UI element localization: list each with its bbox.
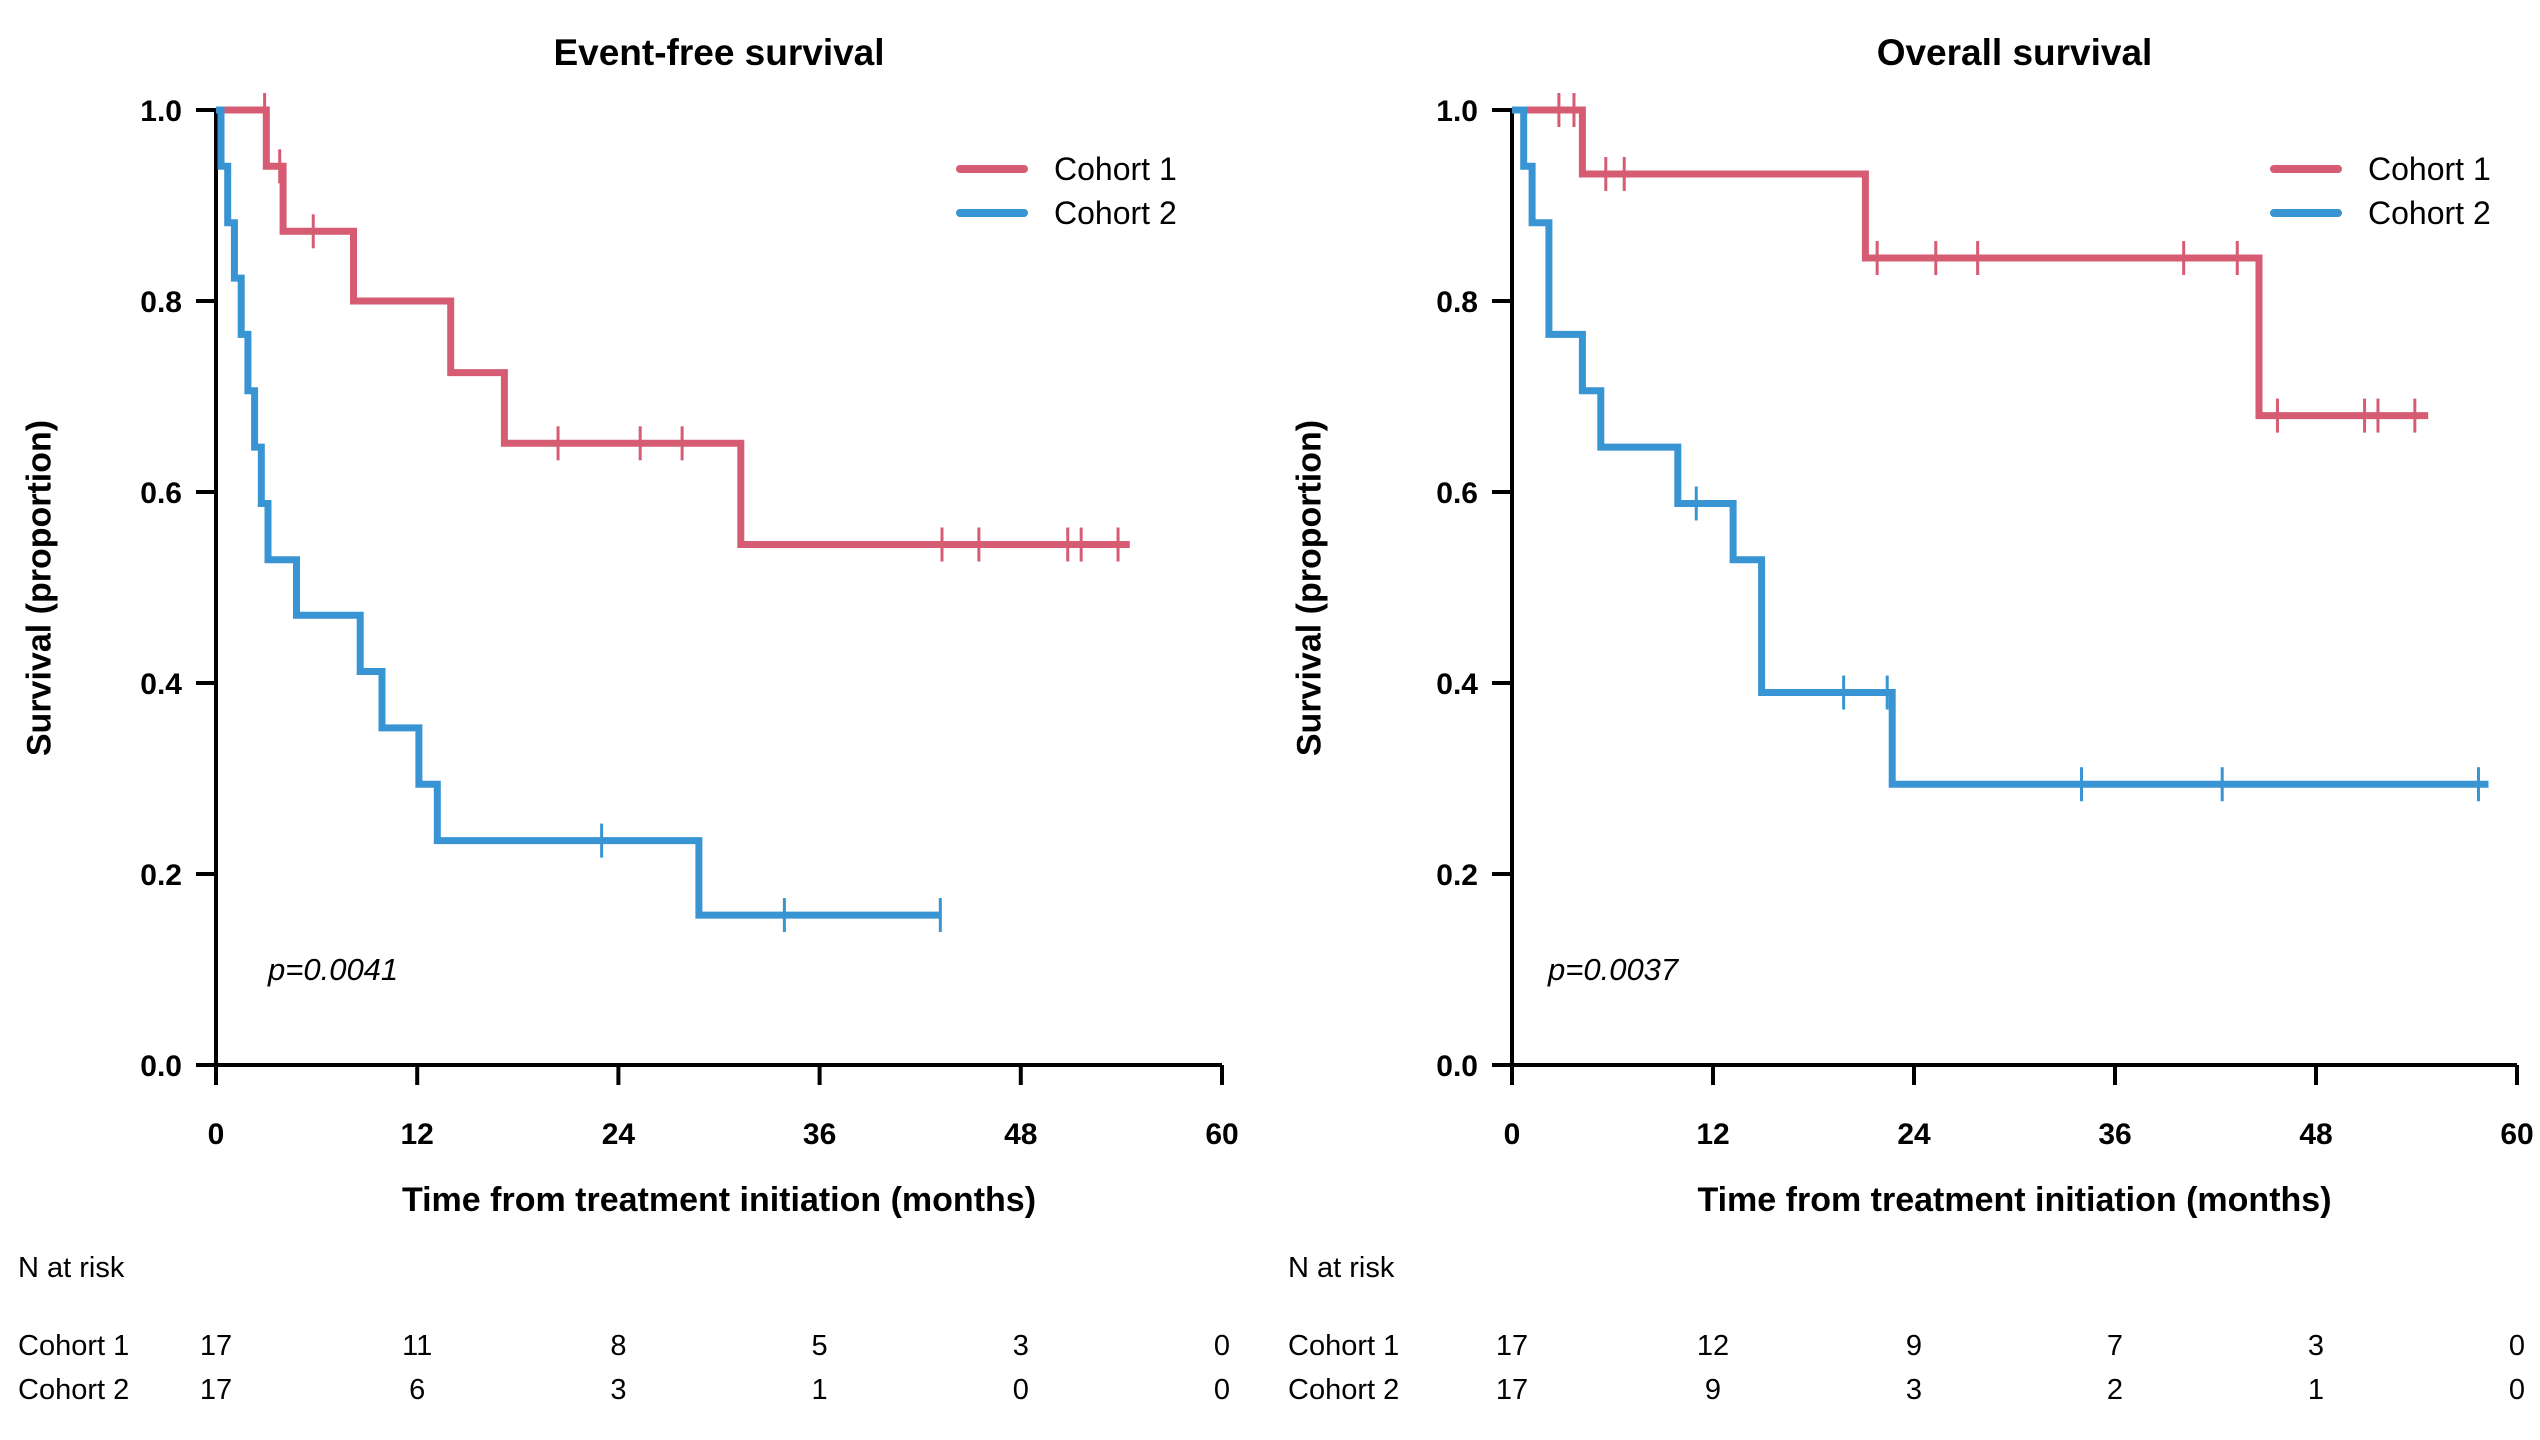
km-step-curve [1512,106,2429,420]
axis-lines [214,110,1222,1067]
legend-label: Cohort 2 [1054,194,1177,231]
risk-count: 9 [1905,1330,1923,1362]
y-tick-label: 0.6 [1436,477,1478,510]
legend: Cohort 1 Cohort 2 [956,147,1177,235]
y-tick-label: 0.0 [140,1050,182,1083]
legend-entry-cohort2: Cohort 2 [956,191,1177,235]
km-step-curve [1512,106,2489,788]
y-axis-label: Survival (proportion) [20,419,59,757]
risk-count: 17 [1495,1330,1529,1362]
y-tick-label: 1.0 [1436,95,1478,128]
x-tick-label: 48 [2299,1118,2332,1151]
cohort1-line-swatch [2270,165,2342,173]
risk-row-label-cohort1: Cohort 1 [18,1330,130,1362]
risk-count: 7 [2106,1330,2124,1362]
risk-count: 1 [811,1374,828,1406]
y-tick-label: 0.4 [140,668,182,701]
risk-count: 5 [811,1330,828,1362]
x-tick-label: 0 [208,1118,225,1151]
page-title: Overall survival [1876,32,2153,73]
legend-label: Cohort 1 [2368,150,2491,187]
risk-count: 11 [402,1330,433,1362]
legend-label: Cohort 2 [2368,194,2491,231]
risk-count: 1 [2307,1374,2325,1406]
risk-row-label-cohort2: Cohort 2 [1288,1374,1400,1406]
cohort1-line-swatch [956,165,1028,173]
event-free-survival-panel: Event-free survival 1.0 0.8 0.6 0.4 0.2 0.0 0 1… [18,32,1239,1406]
legend-entry-cohort2: Cohort 2 [2270,191,2491,235]
x-tick-label: 60 [2500,1118,2533,1151]
y-axis-label: Survival (proportion) [1290,419,1329,757]
km-step-curve [216,106,941,919]
risk-count: 0 [2508,1330,2526,1362]
y-tick-label: 0.2 [1436,859,1478,892]
risk-count: 6 [409,1374,426,1406]
y-tick-label: 0.4 [1436,668,1478,701]
risk-row-label-cohort2: Cohort 2 [18,1374,130,1406]
x-tick-label: 36 [2098,1118,2131,1151]
risk-count: 12 [1696,1330,1730,1362]
x-tick-label: 0 [1504,1118,1521,1151]
x-tick-label: 36 [803,1118,836,1151]
legend-entry-cohort1: Cohort 1 [2270,147,2491,191]
legend-entry-cohort1: Cohort 1 [956,147,1177,191]
x-axis-label: Time from treatment initiation (months) [401,1181,1037,1219]
legend-label: Cohort 1 [1054,150,1177,187]
x-tick-label: 48 [1004,1118,1037,1151]
page-title: Event-free survival [553,32,885,73]
p-value-annotation: p=0.0037 [1548,952,1679,987]
x-tick-label: 60 [1205,1118,1238,1151]
x-axis-label: Time from treatment initiation (months) [1697,1181,2332,1219]
risk-count: 9 [1704,1374,1722,1406]
risk-count: 17 [1495,1374,1529,1406]
x-tick-label: 12 [401,1118,434,1151]
y-tick-label: 0.0 [1436,1050,1478,1083]
axis-lines [1510,110,2517,1067]
risk-count: 3 [2307,1330,2325,1362]
y-tick-label: 0.8 [1436,286,1478,319]
risk-count: 3 [610,1374,627,1406]
km-plot-os: 1.0 0.8 0.6 0.4 0.2 0.0 0 12 24 36 48 60 [1436,93,2534,1151]
x-tick-label: 12 [1696,1118,1729,1151]
risk-count: 0 [1213,1374,1231,1406]
risk-count: 0 [1213,1330,1231,1362]
risk-count: 0 [1012,1374,1029,1406]
legend: Cohort 1 Cohort 2 [2270,147,2491,235]
km-plot-efs: 1.0 0.8 0.6 0.4 0.2 0.0 0 12 24 36 48 60 [140,93,1239,1151]
y-tick-label: 0.2 [140,859,182,892]
n-at-risk-header: N at risk [1288,1252,1395,1284]
y-tick-label: 0.6 [140,477,182,510]
p-value-annotation: p=0.0041 [268,952,399,987]
overall-survival-panel: Overall survival 1.0 0.8 0.6 0.4 0.2 0.0 0 12 24… [1270,0,2540,1440]
x-tick-label: 24 [602,1118,636,1151]
y-tick-label: 1.0 [140,95,182,128]
y-tick-label: 0.8 [140,286,182,319]
risk-count: 17 [199,1374,233,1406]
risk-count: 3 [1905,1374,1923,1406]
risk-count: 8 [610,1330,627,1362]
risk-count: 3 [1012,1330,1029,1362]
cohort2-line-swatch [956,209,1028,217]
risk-count: 17 [199,1330,233,1362]
risk-count: 2 [2106,1374,2124,1406]
x-tick-label: 24 [1897,1118,1931,1151]
km-step-curve [216,106,1130,548]
n-at-risk-header: N at risk [18,1252,125,1284]
cohort2-line-swatch [2270,209,2342,217]
risk-row-label-cohort1: Cohort 1 [1288,1330,1400,1362]
risk-count: 0 [2508,1374,2526,1406]
